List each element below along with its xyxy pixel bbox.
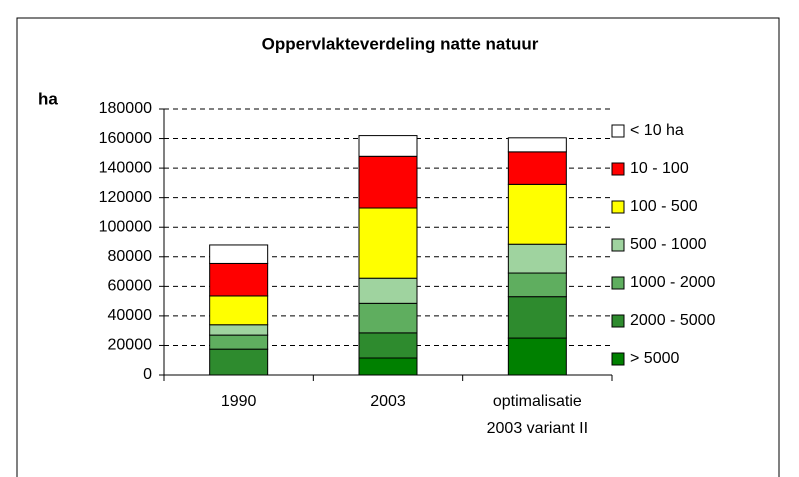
legend-label: 100 - 500	[630, 198, 698, 215]
legend-label: 500 - 1000	[630, 236, 707, 253]
y-tick-label: 120000	[99, 189, 152, 206]
x-tick-label: optimalisatie	[493, 393, 582, 410]
bar-segment	[507, 296, 567, 339]
bar-segment	[507, 337, 567, 376]
legend-label: > 5000	[630, 350, 679, 367]
bar-segment	[209, 324, 269, 336]
y-tick-label: 40000	[108, 307, 153, 324]
legend-label: 10 - 100	[630, 160, 689, 177]
bar-segment	[507, 183, 567, 245]
y-tick-label: 80000	[108, 248, 153, 265]
bar-segment	[507, 137, 567, 153]
x-tick-label: 1990	[221, 393, 257, 410]
legend-swatch	[611, 352, 625, 366]
bar-segment	[507, 151, 567, 185]
bar-segment	[358, 155, 418, 209]
y-tick-label: 60000	[108, 278, 153, 295]
bar-segment	[358, 332, 418, 359]
legend-swatch	[611, 238, 625, 252]
legend-swatch	[611, 162, 625, 176]
legend-label: 1000 - 2000	[630, 274, 716, 291]
bar-segment	[209, 295, 269, 326]
bar-segment	[209, 244, 269, 264]
legend-label: < 10 ha	[630, 122, 684, 139]
y-tick-label: 160000	[99, 130, 152, 147]
bar-segment	[358, 207, 418, 279]
y-tick-label: 100000	[99, 218, 152, 235]
chart-title: Oppervlakteverdeling natte natuur	[262, 34, 539, 53]
y-tick-label: 0	[143, 366, 152, 383]
legend-label: 2000 - 5000	[630, 312, 716, 329]
legend-swatch	[611, 276, 625, 290]
y-axis-label: ha	[38, 89, 58, 108]
bar-segment	[358, 357, 418, 376]
bar-segment	[209, 334, 269, 350]
legend-swatch	[611, 314, 625, 328]
bar-segment	[358, 277, 418, 304]
bar-segment	[507, 272, 567, 298]
bar-segment	[209, 262, 269, 297]
y-tick-label: 20000	[108, 337, 153, 354]
x-tick-label: 2003	[370, 393, 406, 410]
bar-segment	[358, 302, 418, 334]
legend-swatch	[611, 200, 625, 214]
y-tick-label: 140000	[99, 159, 152, 176]
bar-segment	[358, 135, 418, 157]
y-tick-label: 180000	[99, 100, 152, 117]
bar-segment	[507, 243, 567, 274]
x-tick-label: 2003 variant II	[487, 420, 588, 437]
legend-swatch	[611, 124, 625, 138]
bar-segment	[209, 348, 269, 376]
